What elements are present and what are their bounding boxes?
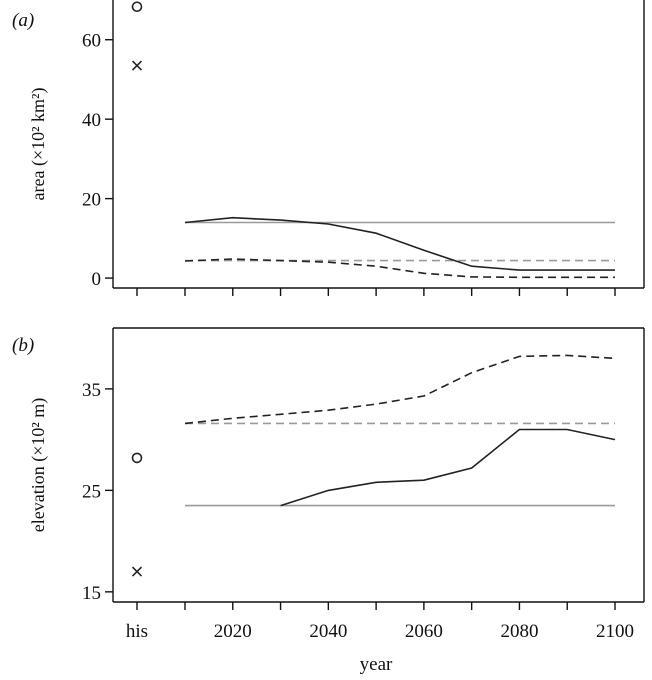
historical-cross-marker: [131, 566, 143, 577]
solid-series-line: [280, 428, 616, 507]
x-tick-label: 2020: [214, 621, 252, 642]
dashed-series-line: [184, 258, 615, 279]
historical-circle-marker: [131, 452, 143, 464]
y-tick-label: 35: [82, 380, 101, 401]
y-tick-label: 40: [82, 110, 101, 131]
dashed-series-line: [184, 354, 616, 425]
cross-stroke: [131, 566, 143, 577]
y-tick-label: 15: [82, 583, 101, 604]
x-tick-label: 2060: [405, 621, 443, 642]
y-tick-label: 20: [82, 190, 101, 211]
x-tick-label: 2080: [500, 621, 538, 642]
x-tick-label: 2040: [309, 621, 347, 642]
historical-circle-marker: [131, 1, 143, 13]
panel-label: (a): [12, 10, 34, 31]
y-tick-label: 60: [82, 31, 101, 52]
y-tick-label: 25: [82, 481, 101, 502]
panel-label: (b): [12, 335, 34, 356]
cross-stroke: [131, 60, 143, 71]
y-tick-label: 0: [92, 269, 102, 290]
x-axis-label: year: [360, 654, 393, 675]
x-tick-label: 2100: [596, 621, 634, 642]
solid-series-line: [184, 216, 615, 271]
x-tick-label: his: [126, 621, 148, 642]
y-axis-label: area (×10² km²): [28, 88, 49, 201]
historical-cross-marker: [131, 60, 143, 71]
panel-a: 0 20 40 60 area (×10² km²) (a): [12, 0, 645, 296]
y-axis-label: elevation (×10² m): [28, 398, 49, 533]
panel-b: his 2020 2040 2060 2080 2100 15 25 35 elevation (…: [12, 327, 645, 675]
